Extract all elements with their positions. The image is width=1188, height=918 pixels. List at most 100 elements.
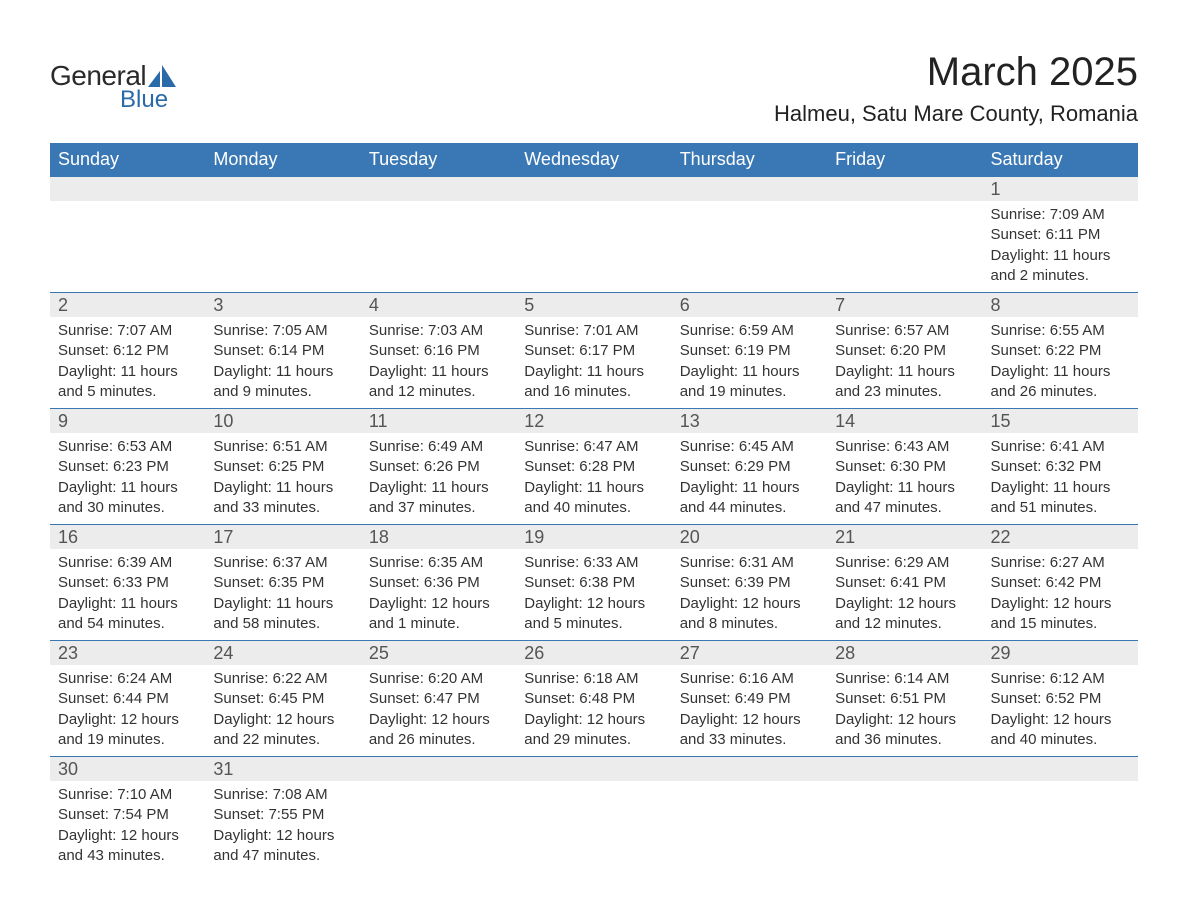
day-data: Sunrise: 6:33 AMSunset: 6:38 PMDaylight:… [516, 549, 671, 640]
day-number: 3 [205, 293, 360, 317]
day-data [361, 201, 516, 292]
day-number: 7 [827, 293, 982, 317]
day-data-cell: Sunrise: 6:18 AMSunset: 6:48 PMDaylight:… [516, 665, 671, 757]
day-data: Sunrise: 7:01 AMSunset: 6:17 PMDaylight:… [516, 317, 671, 408]
header: General Blue March 2025 Halmeu, Satu Mar… [50, 40, 1138, 133]
day-number: 10 [205, 409, 360, 433]
day-number: 8 [983, 293, 1138, 317]
sunrise-line: Sunrise: 6:41 AM [991, 437, 1130, 457]
day-data [361, 781, 516, 872]
day-number [672, 757, 827, 781]
day-data: Sunrise: 6:41 AMSunset: 6:32 PMDaylight:… [983, 433, 1138, 524]
day-data-cell: Sunrise: 6:53 AMSunset: 6:23 PMDaylight:… [50, 433, 205, 525]
day-number-cell: 28 [827, 641, 982, 666]
day-data-cell [516, 781, 671, 872]
day-number: 20 [672, 525, 827, 549]
day-number: 29 [983, 641, 1138, 665]
sunset-line: Sunset: 6:32 PM [991, 457, 1130, 477]
day-header: Friday [827, 143, 982, 177]
sunset-line: Sunset: 7:54 PM [58, 805, 197, 825]
daylight-line: Daylight: 11 hours and 2 minutes. [991, 246, 1130, 287]
day-number: 28 [827, 641, 982, 665]
sunset-line: Sunset: 6:26 PM [369, 457, 508, 477]
day-number-cell [361, 757, 516, 782]
location: Halmeu, Satu Mare County, Romania [774, 101, 1138, 127]
daylight-line: Daylight: 11 hours and 40 minutes. [524, 478, 663, 519]
day-data-cell: Sunrise: 7:10 AMSunset: 7:54 PMDaylight:… [50, 781, 205, 872]
sunrise-line: Sunrise: 6:18 AM [524, 669, 663, 689]
day-data: Sunrise: 6:57 AMSunset: 6:20 PMDaylight:… [827, 317, 982, 408]
sunset-line: Sunset: 6:39 PM [680, 573, 819, 593]
day-data [50, 201, 205, 292]
day-data-cell [827, 201, 982, 293]
title-block: March 2025 Halmeu, Satu Mare County, Rom… [774, 40, 1138, 133]
day-data: Sunrise: 6:43 AMSunset: 6:30 PMDaylight:… [827, 433, 982, 524]
day-data-cell [672, 201, 827, 293]
day-data-cell [983, 781, 1138, 872]
day-data-cell [672, 781, 827, 872]
day-data-cell: Sunrise: 6:47 AMSunset: 6:28 PMDaylight:… [516, 433, 671, 525]
daylight-line: Daylight: 11 hours and 23 minutes. [835, 362, 974, 403]
day-header: Tuesday [361, 143, 516, 177]
day-number-cell: 15 [983, 409, 1138, 434]
sunset-line: Sunset: 6:30 PM [835, 457, 974, 477]
day-data: Sunrise: 6:47 AMSunset: 6:28 PMDaylight:… [516, 433, 671, 524]
daydata-row: Sunrise: 6:39 AMSunset: 6:33 PM Daylight:… [50, 549, 1138, 641]
day-number-cell [205, 177, 360, 202]
daylight-line: Daylight: 11 hours and 58 minutes. [213, 594, 352, 635]
day-number: 24 [205, 641, 360, 665]
day-data-cell: Sunrise: 7:08 AMSunset: 7:55 PMDaylight:… [205, 781, 360, 872]
day-data: Sunrise: 7:08 AMSunset: 7:55 PMDaylight:… [205, 781, 360, 872]
day-number [205, 177, 360, 201]
daynum-row: 2345678 [50, 293, 1138, 318]
calendar-header-row: Sunday Monday Tuesday Wednesday Thursday… [50, 143, 1138, 177]
daylight-line: Daylight: 11 hours and 9 minutes. [213, 362, 352, 403]
sunset-line: Sunset: 6:44 PM [58, 689, 197, 709]
day-number-cell: 2 [50, 293, 205, 318]
sunrise-line: Sunrise: 7:07 AM [58, 321, 197, 341]
daylight-line: Daylight: 11 hours and 37 minutes. [369, 478, 508, 519]
day-number-cell: 7 [827, 293, 982, 318]
daydata-row: Sunrise: 6:53 AMSunset: 6:23 PMDaylight:… [50, 433, 1138, 525]
daynum-row: 3031 [50, 757, 1138, 782]
sunset-line: Sunset: 6:52 PM [991, 689, 1130, 709]
day-data [983, 781, 1138, 872]
day-data: Sunrise: 7:07 AMSunset: 6:12 PMDaylight:… [50, 317, 205, 408]
sunset-line: Sunset: 6:33 PM [58, 573, 197, 593]
day-header: Thursday [672, 143, 827, 177]
day-data: Sunrise: 6:59 AMSunset: 6:19 PMDaylight:… [672, 317, 827, 408]
sunrise-line: Sunrise: 6:39 AM [58, 553, 197, 573]
day-data-cell: Sunrise: 6:29 AMSunset: 6:41 PMDaylight:… [827, 549, 982, 641]
day-data-cell: Sunrise: 7:05 AMSunset: 6:14 PMDaylight:… [205, 317, 360, 409]
day-number-cell: 10 [205, 409, 360, 434]
sunset-line: Sunset: 6:48 PM [524, 689, 663, 709]
day-data-cell: Sunrise: 6:20 AMSunset: 6:47 PMDaylight:… [361, 665, 516, 757]
day-number: 15 [983, 409, 1138, 433]
day-number: 1 [983, 177, 1138, 201]
day-data: Sunrise: 6:20 AMSunset: 6:47 PMDaylight:… [361, 665, 516, 756]
day-number-cell [672, 177, 827, 202]
daynum-row: 1 [50, 177, 1138, 202]
daylight-line: Daylight: 12 hours and 12 minutes. [835, 594, 974, 635]
day-number-cell: 23 [50, 641, 205, 666]
day-number: 25 [361, 641, 516, 665]
sunrise-line: Sunrise: 6:51 AM [213, 437, 352, 457]
daylight-line: Daylight: 12 hours and 36 minutes. [835, 710, 974, 751]
sunset-line: Sunset: 6:49 PM [680, 689, 819, 709]
logo-text-blue: Blue [120, 86, 168, 114]
day-number: 6 [672, 293, 827, 317]
day-data-cell: Sunrise: 6:31 AMSunset: 6:39 PMDaylight:… [672, 549, 827, 641]
day-number: 14 [827, 409, 982, 433]
day-number [50, 177, 205, 201]
daydata-row: Sunrise: 7:07 AMSunset: 6:12 PMDaylight:… [50, 317, 1138, 409]
day-header: Sunday [50, 143, 205, 177]
sunset-line: Sunset: 6:23 PM [58, 457, 197, 477]
day-data-cell [361, 781, 516, 872]
day-number [827, 757, 982, 781]
day-number: 26 [516, 641, 671, 665]
day-number-cell: 20 [672, 525, 827, 550]
day-number-cell: 4 [361, 293, 516, 318]
day-header: Monday [205, 143, 360, 177]
sunrise-line: Sunrise: 6:59 AM [680, 321, 819, 341]
day-number: 30 [50, 757, 205, 781]
